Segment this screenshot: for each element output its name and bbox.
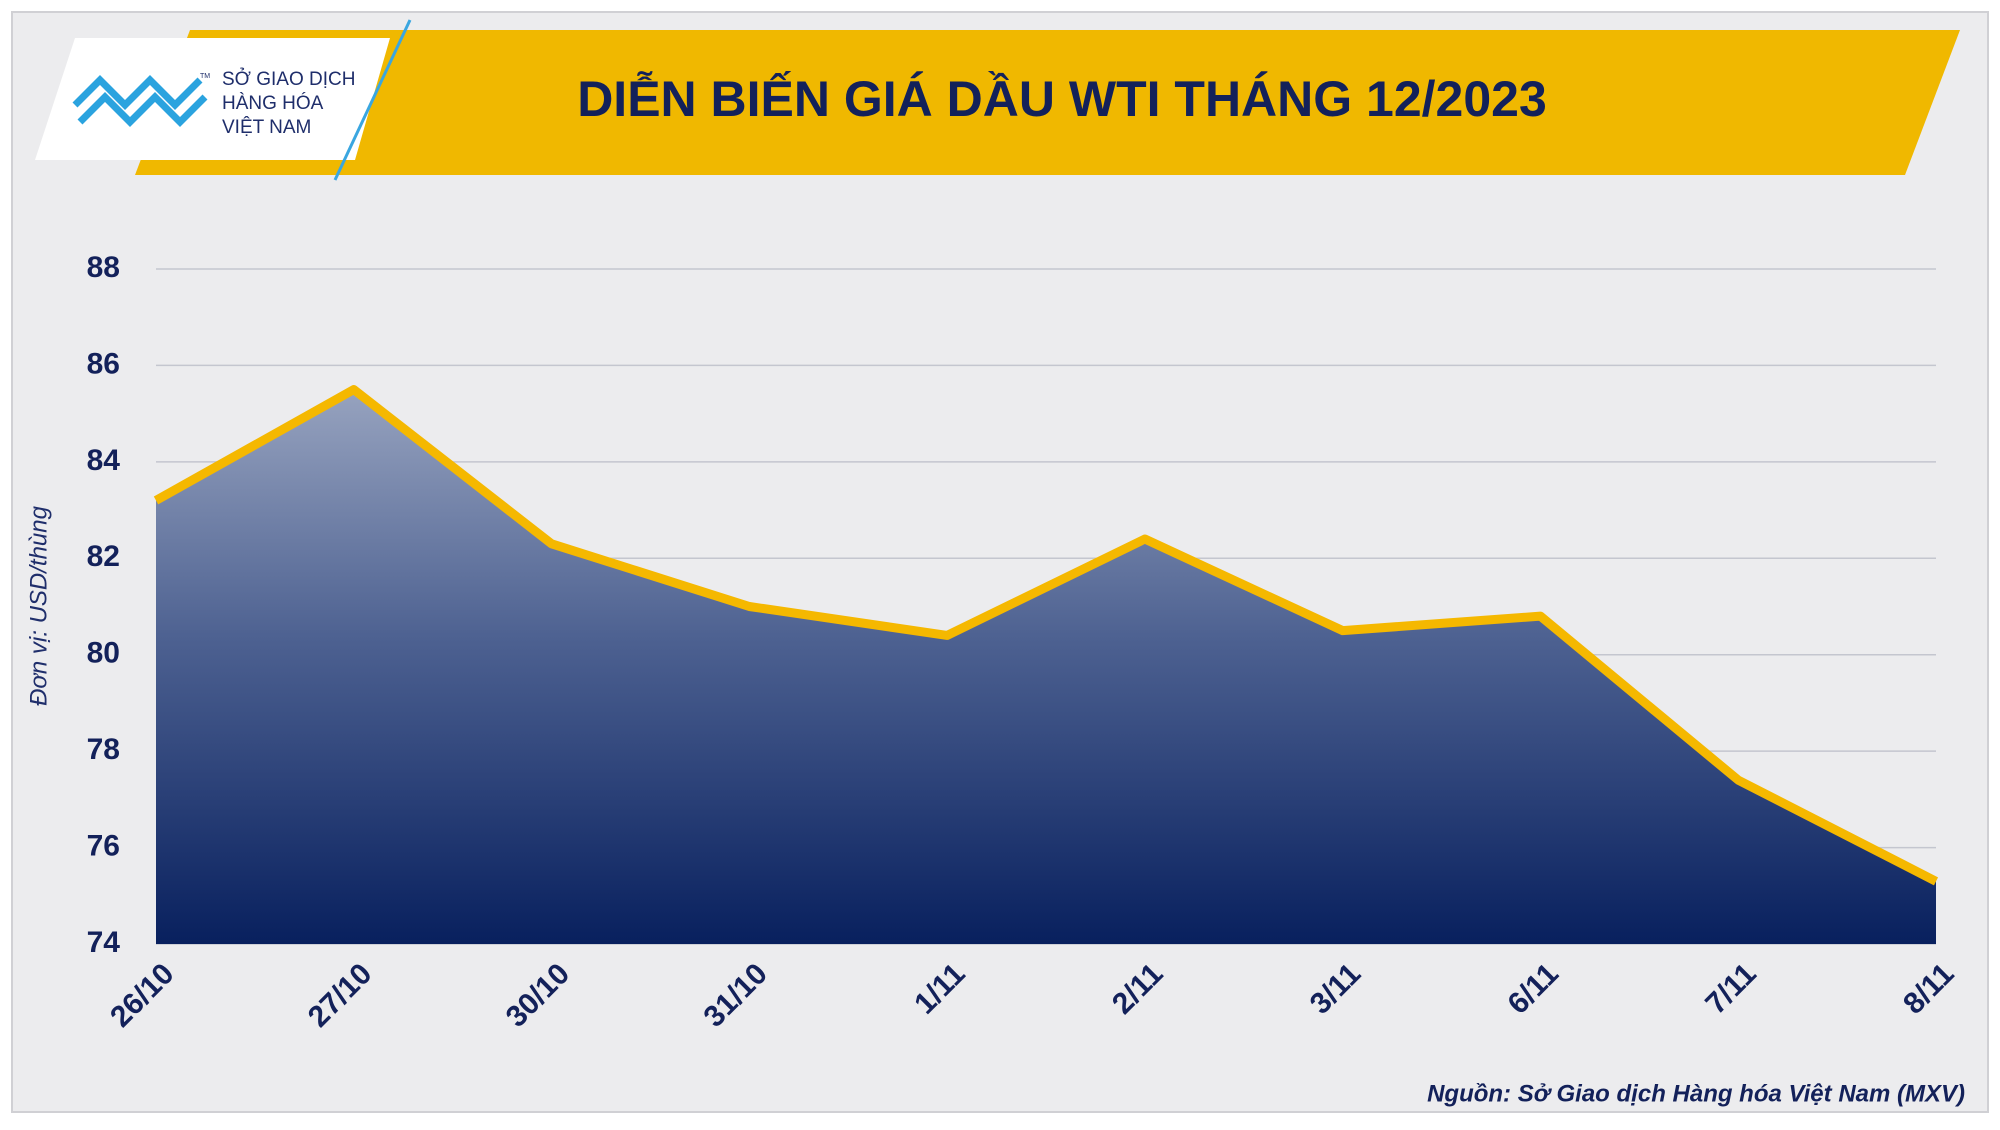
y-axis-label: Đơn vị: USD/thùng [25, 505, 52, 706]
area [156, 389, 1936, 944]
logo-icon [72, 75, 208, 127]
logo-panel [35, 38, 390, 160]
y-tick-label: 84 [87, 444, 121, 477]
y-tick-label: 78 [87, 733, 120, 766]
logo-text: SỞ GIAO DỊCH [222, 68, 355, 90]
source: Nguồn: Sở Giao dịch Hàng hóa Việt Nam (M… [1427, 1080, 1965, 1107]
y-tick-label: 74 [87, 926, 121, 959]
y-tick-label: 76 [87, 829, 120, 862]
y-tick-label: 82 [87, 540, 120, 573]
y-tick-label: 88 [87, 251, 120, 284]
logo-accent [333, 19, 412, 181]
title-banner [135, 30, 1960, 175]
chart-title: DIỄN BIẾN GIÁ DẦU WTI THÁNG 12/2023 [577, 71, 1547, 127]
logo-text: HÀNG HÓA [222, 92, 324, 114]
y-tick-label: 86 [87, 347, 120, 380]
y-tick-label: 80 [87, 637, 120, 670]
logo-text: VIỆT NAM [222, 116, 311, 138]
line [153, 385, 1939, 886]
logo-mark: TM [200, 73, 210, 80]
